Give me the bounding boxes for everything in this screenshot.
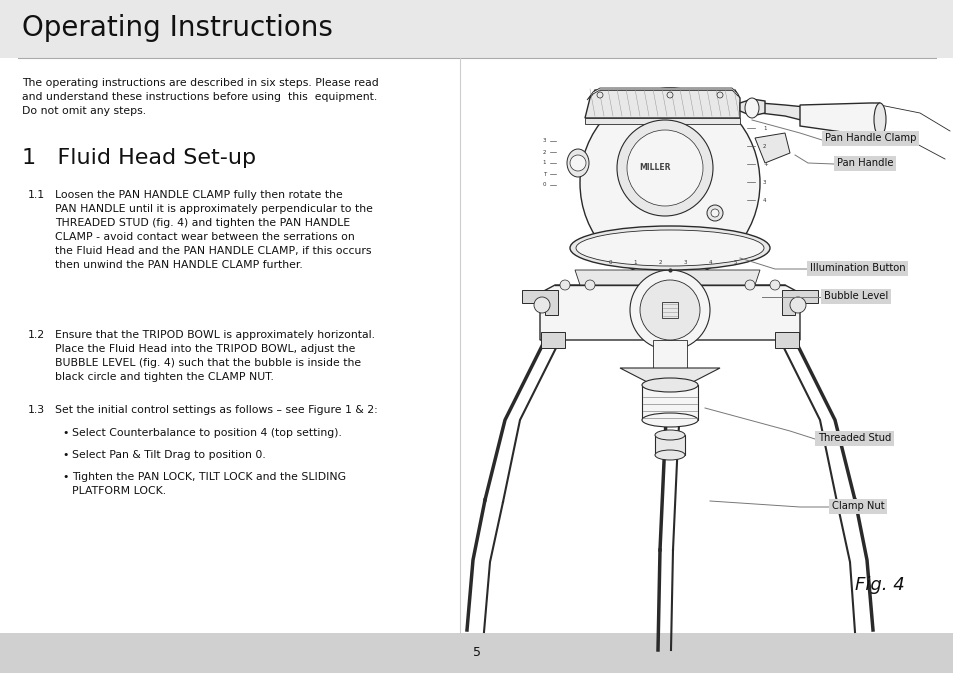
Polygon shape <box>774 332 799 348</box>
Polygon shape <box>584 118 740 124</box>
Polygon shape <box>586 88 738 100</box>
Text: 2: 2 <box>542 149 545 155</box>
Circle shape <box>706 205 722 221</box>
Text: T: T <box>542 172 545 176</box>
Circle shape <box>569 155 585 171</box>
Ellipse shape <box>641 413 698 427</box>
Text: Clamp Nut: Clamp Nut <box>831 501 883 511</box>
Text: Ensure that the TRIPOD BOWL is approximately horizontal.
Place the Fluid Head in: Ensure that the TRIPOD BOWL is approxima… <box>55 330 375 382</box>
Polygon shape <box>781 290 817 315</box>
Circle shape <box>789 297 805 313</box>
Circle shape <box>626 130 702 206</box>
Ellipse shape <box>873 103 885 136</box>
Polygon shape <box>584 90 740 118</box>
Circle shape <box>534 297 550 313</box>
Text: Operating Instructions: Operating Instructions <box>22 14 333 42</box>
Polygon shape <box>740 99 764 116</box>
Text: Loosen the PAN HANDLE CLAMP fully then rotate the
PAN HANDLE until it is approxi: Loosen the PAN HANDLE CLAMP fully then r… <box>55 190 373 270</box>
Polygon shape <box>619 368 720 385</box>
Ellipse shape <box>576 230 763 266</box>
Ellipse shape <box>744 98 759 118</box>
Text: Tighten the PAN LOCK, TILT LOCK and the SLIDING
PLATFORM LOCK.: Tighten the PAN LOCK, TILT LOCK and the … <box>71 472 346 496</box>
Text: •: • <box>62 472 69 482</box>
Polygon shape <box>641 385 698 420</box>
Text: 4: 4 <box>707 260 711 264</box>
Text: 3: 3 <box>682 260 686 264</box>
Polygon shape <box>661 302 678 318</box>
Circle shape <box>717 92 722 98</box>
Circle shape <box>744 280 754 290</box>
Polygon shape <box>754 133 789 163</box>
Text: MILLER: MILLER <box>639 164 670 172</box>
Text: 1: 1 <box>762 125 765 131</box>
Polygon shape <box>800 103 879 136</box>
Ellipse shape <box>579 88 760 278</box>
Text: 1   Fluid Head Set-up: 1 Fluid Head Set-up <box>22 148 255 168</box>
Text: Pan Handle Clamp: Pan Handle Clamp <box>824 133 916 143</box>
Polygon shape <box>521 290 558 315</box>
Circle shape <box>666 92 672 98</box>
Ellipse shape <box>655 450 684 460</box>
Text: Bubble Level: Bubble Level <box>823 291 887 301</box>
Polygon shape <box>575 270 760 285</box>
Text: 3: 3 <box>542 139 545 143</box>
Polygon shape <box>655 435 684 455</box>
Text: Select Counterbalance to position 4 (top setting).: Select Counterbalance to position 4 (top… <box>71 428 341 438</box>
Circle shape <box>597 92 602 98</box>
Text: Fig. 4: Fig. 4 <box>854 576 904 594</box>
Text: 1.2: 1.2 <box>28 330 45 340</box>
Text: 5: 5 <box>473 647 480 660</box>
Circle shape <box>559 280 569 290</box>
Polygon shape <box>760 103 804 121</box>
Circle shape <box>710 209 719 217</box>
Text: 1: 1 <box>542 160 545 166</box>
Polygon shape <box>539 285 800 340</box>
Text: 0: 0 <box>542 182 545 188</box>
Text: Select Pan & Tilt Drag to position 0.: Select Pan & Tilt Drag to position 0. <box>71 450 266 460</box>
Text: 2: 2 <box>762 143 765 149</box>
Text: 4: 4 <box>762 197 765 203</box>
Text: +: + <box>762 162 767 166</box>
Text: 1.3: 1.3 <box>28 405 45 415</box>
Text: 2: 2 <box>658 260 661 264</box>
Ellipse shape <box>641 378 698 392</box>
Text: •: • <box>62 450 69 460</box>
Text: Set the initial control settings as follows – see Figure 1 & 2:: Set the initial control settings as foll… <box>55 405 377 415</box>
Bar <box>0 0 953 58</box>
Circle shape <box>617 120 712 216</box>
Text: Threaded Stud: Threaded Stud <box>817 433 890 443</box>
Circle shape <box>629 270 709 350</box>
Ellipse shape <box>566 149 588 177</box>
Circle shape <box>584 280 595 290</box>
Text: Pan Handle: Pan Handle <box>836 158 893 168</box>
Text: •: • <box>62 428 69 438</box>
Circle shape <box>639 280 700 340</box>
Circle shape <box>769 280 780 290</box>
Text: 1: 1 <box>633 260 636 264</box>
Bar <box>0 633 953 673</box>
Ellipse shape <box>569 226 769 270</box>
Ellipse shape <box>655 430 684 440</box>
Text: 5: 5 <box>733 260 736 264</box>
Polygon shape <box>540 332 564 348</box>
Text: 0: 0 <box>608 260 611 264</box>
Text: The operating instructions are described in six steps. Please read
and understan: The operating instructions are described… <box>22 78 378 116</box>
Text: 1.1: 1.1 <box>28 190 45 200</box>
Polygon shape <box>652 340 686 370</box>
Text: 3: 3 <box>762 180 765 184</box>
Text: Illumination Button: Illumination Button <box>809 263 904 273</box>
